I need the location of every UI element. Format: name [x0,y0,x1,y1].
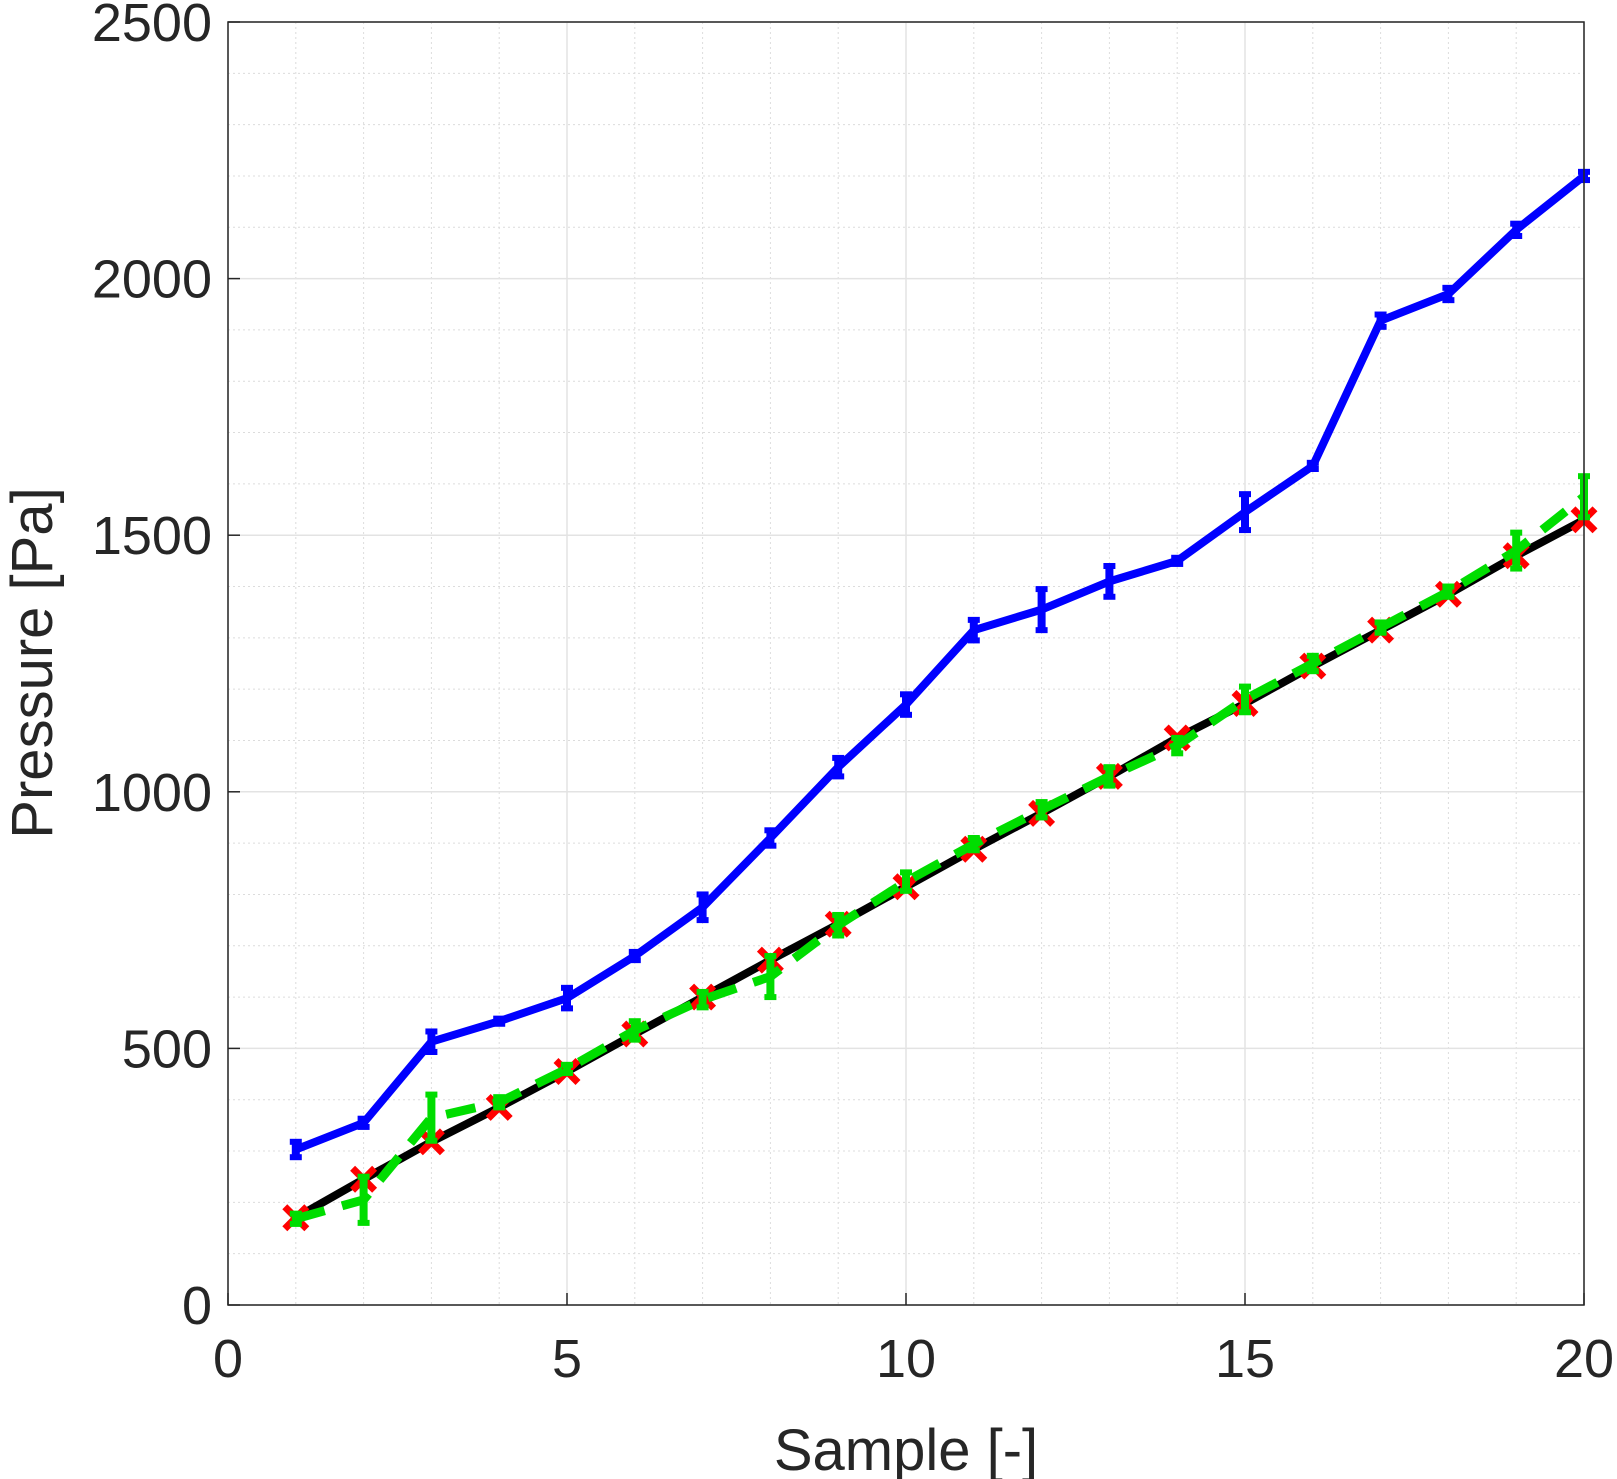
series-4-line [294,493,1587,1224]
grid [227,21,1585,1306]
x-tick-label: 10 [876,1329,936,1389]
x-tick-label: 0 [213,1329,243,1389]
x-axis-title: Sample [-] [774,1418,1038,1479]
series-layer [282,168,1598,1232]
ticks: 0 5 10 15 20 0 500 1000 1500 2000 2500 [92,0,1614,1389]
x-tick-label: 15 [1215,1329,1275,1389]
x-tick-label: 5 [552,1329,582,1389]
y-tick-label: 0 [182,1276,212,1336]
y-tick-label: 2500 [92,0,212,53]
series-1 [289,168,1590,1161]
y-tick-label: 1500 [92,506,212,566]
x-tick-label: 20 [1554,1329,1614,1389]
series-4 [289,473,1590,1227]
y-tick-label: 500 [122,1019,212,1079]
y-tick-label: 1000 [92,763,212,823]
series-1-line [294,172,1587,1154]
y-axis-title: Pressure [Pa] [0,487,65,838]
y-tick-label: 2000 [92,250,212,310]
